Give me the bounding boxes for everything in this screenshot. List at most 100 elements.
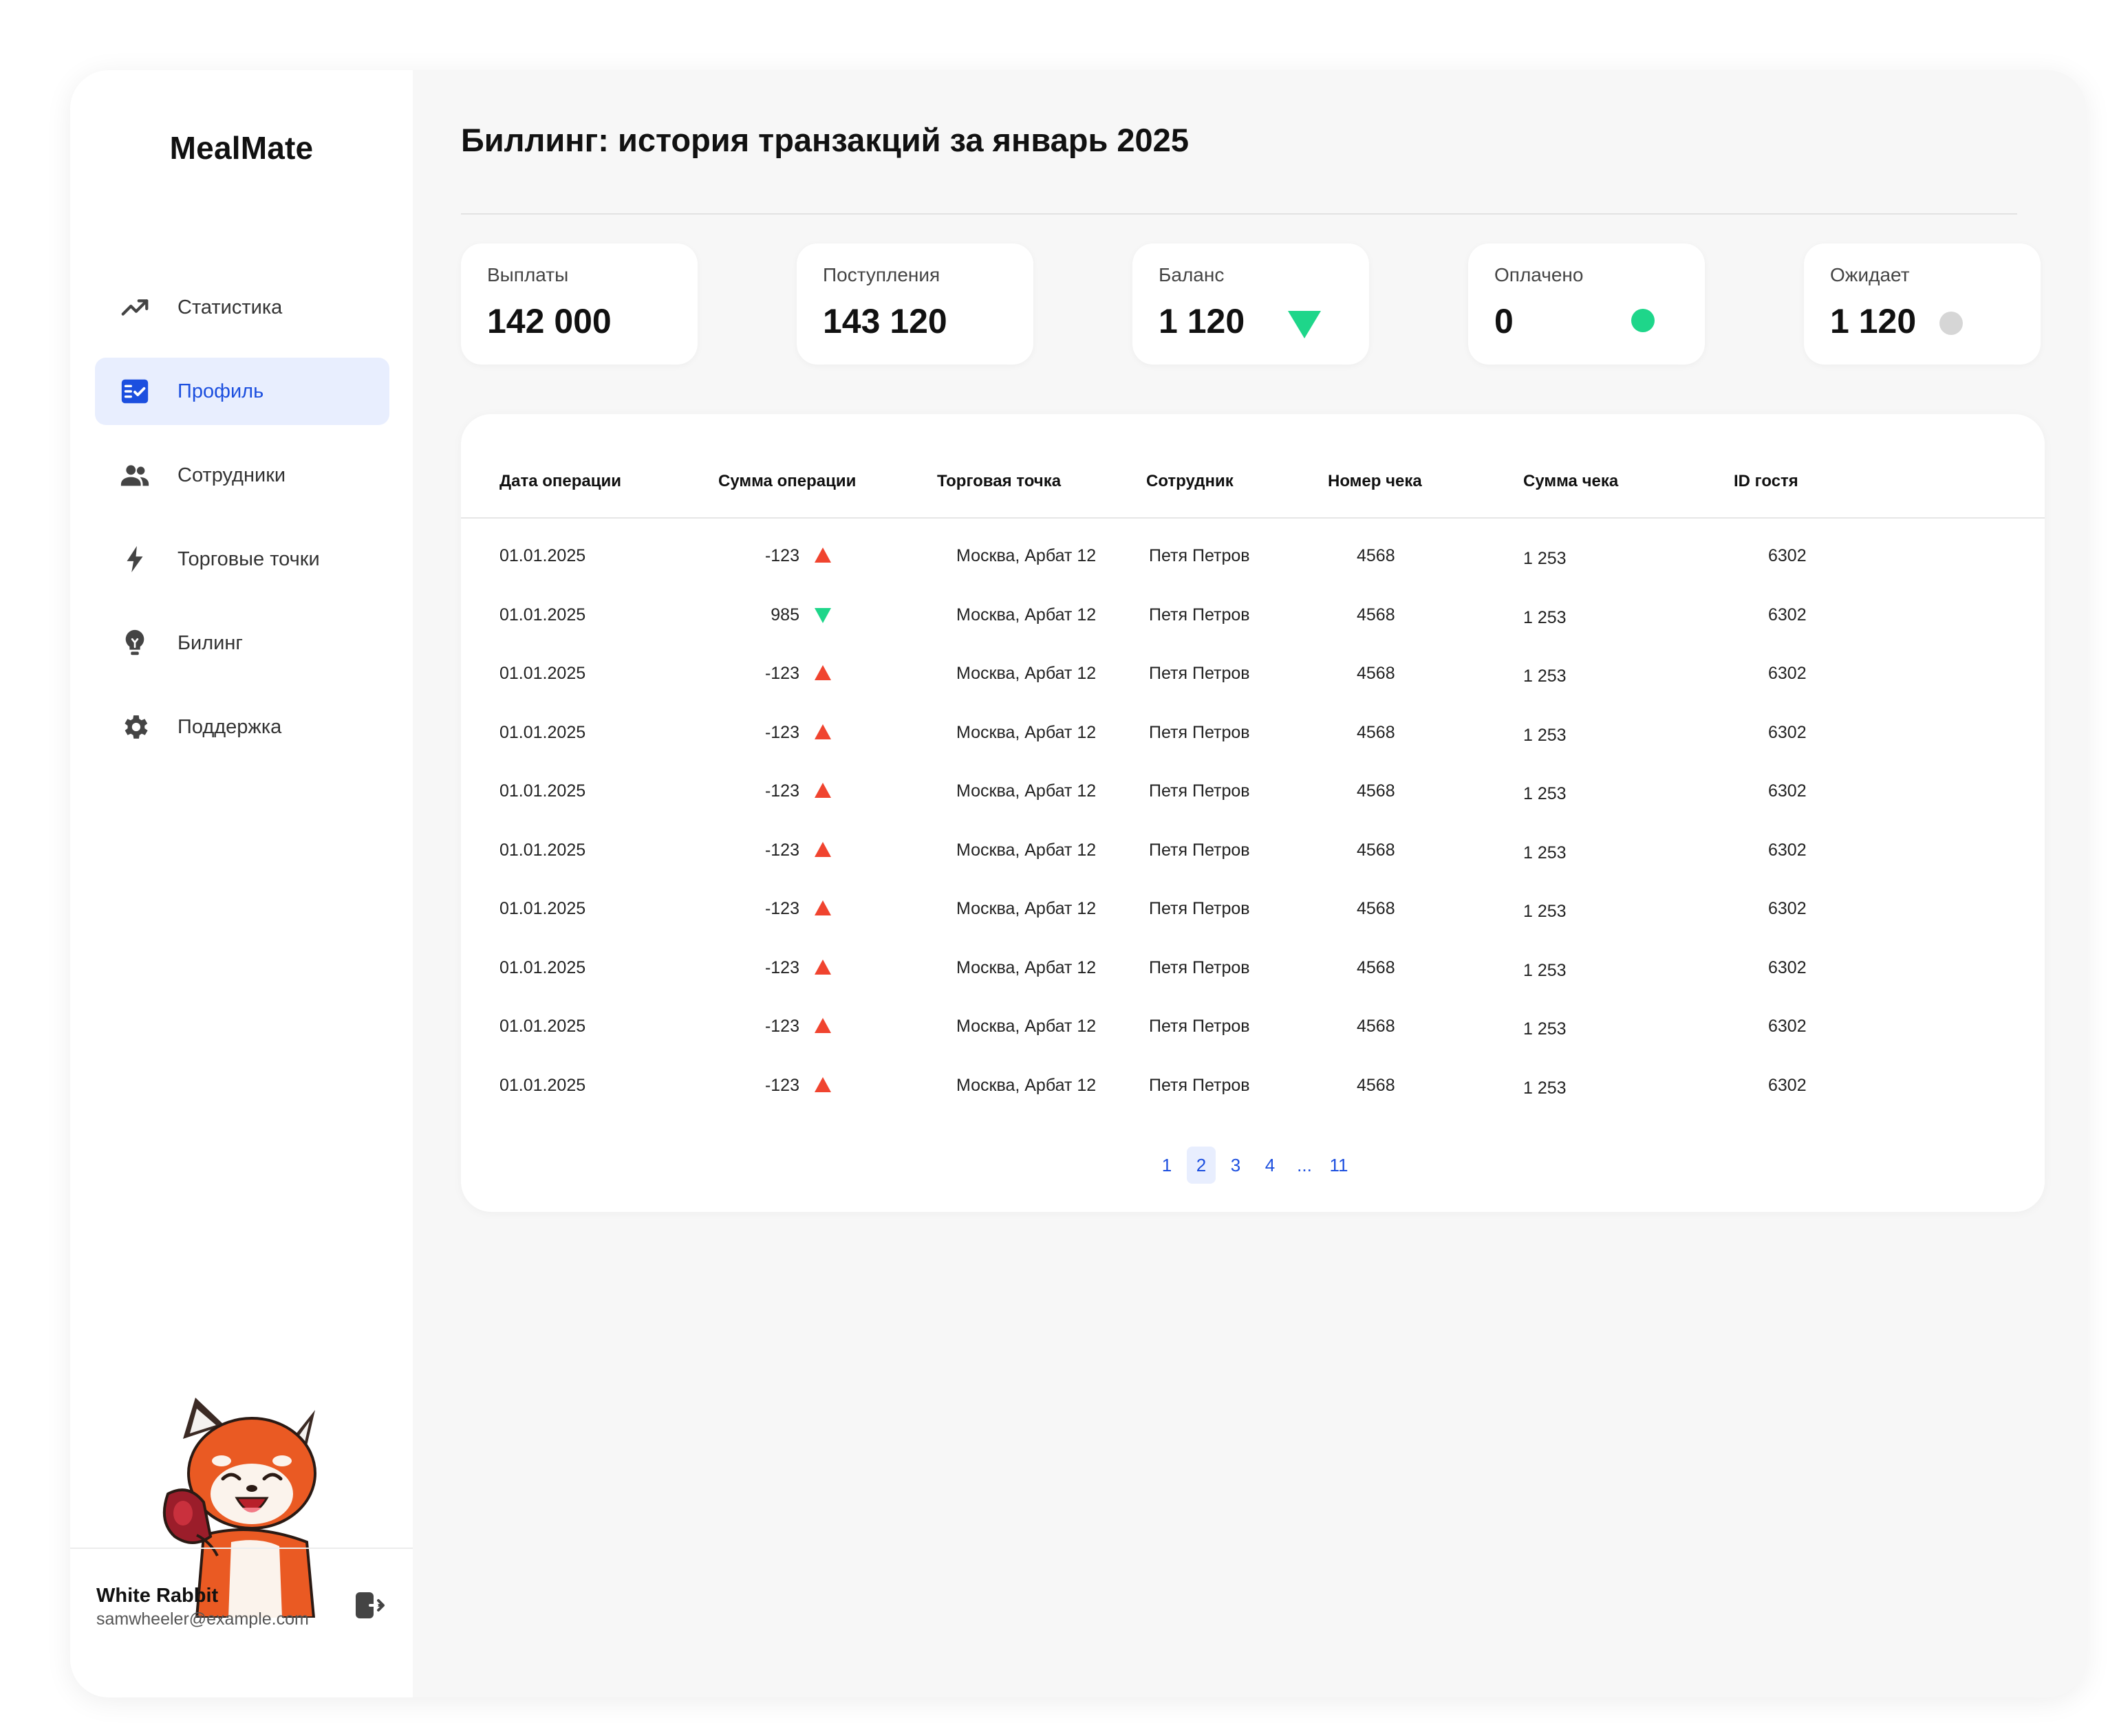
cell-employee: Петя Петров: [1149, 781, 1250, 801]
cell-store: Москва, Арбат 12: [956, 605, 1097, 625]
cell-date: 01.01.2025: [499, 1017, 586, 1036]
user-name: White Rabbit: [96, 1585, 219, 1607]
column-header-receipt-sum[interactable]: Сумма чека: [1523, 472, 1619, 490]
cell-amount: -123: [688, 781, 832, 809]
cell-amount: -123: [688, 664, 832, 691]
cell-date: 01.01.2025: [499, 722, 586, 742]
cell-date: 01.01.2025: [499, 781, 586, 801]
cell-amount: -123: [688, 840, 832, 868]
sidebar-item-statistics[interactable]: Статистика: [95, 274, 389, 341]
table-row[interactable]: 01.01.2025 -123 Москва, Арбат 12 Петя Петро…: [461, 899, 2045, 958]
cell-amount: -123: [688, 723, 832, 750]
page-button[interactable]: 11: [1329, 1154, 1348, 1175]
sidebar-item-employees[interactable]: Сотрудники: [95, 442, 389, 509]
cell-guest-id: 6302: [1768, 664, 1807, 683]
table-row[interactable]: 01.01.2025 -123 Москва, Арбат 12 Петя Петро…: [461, 781, 2045, 840]
cell-guest-id: 6302: [1768, 1075, 1807, 1095]
stat-label: Выплаты: [487, 264, 569, 285]
gear-icon: [118, 710, 151, 744]
cell-date: 01.01.2025: [499, 840, 586, 860]
table-row[interactable]: 01.01.2025 -123 Москва, Арбат 12 Петя Петро…: [461, 664, 2045, 723]
cell-guest-id: 6302: [1768, 957, 1807, 977]
cell-store: Москва, Арбат 12: [956, 1017, 1097, 1036]
sidebar-item-support[interactable]: Поддержка: [95, 693, 389, 761]
cell-guest-id: 6302: [1768, 899, 1807, 918]
page-button[interactable]: 1: [1161, 1154, 1172, 1175]
sidebar-item-billing[interactable]: Билинг: [95, 609, 389, 677]
page-button[interactable]: 2: [1187, 1147, 1216, 1184]
column-header-guest-id[interactable]: ID гостя: [1734, 472, 1798, 490]
cell-receipt-sum: 1 253: [1523, 843, 1567, 862]
triangle-up-icon: [815, 841, 831, 857]
transactions-table: Дата операции Сумма операции Торговая то…: [461, 414, 2045, 1212]
amount-value: -123: [764, 1017, 799, 1036]
sidebar: MealMate Статистика Профиль Сотрудники: [70, 70, 413, 1697]
cell-employee: Петя Петров: [1149, 1017, 1250, 1036]
cell-store: Москва, Арбат 12: [956, 840, 1097, 860]
column-header-employee[interactable]: Сотрудник: [1146, 472, 1234, 490]
column-header-date[interactable]: Дата операции: [499, 472, 621, 490]
lightbulb-icon: [118, 627, 151, 660]
cell-employee: Петя Петров: [1149, 722, 1250, 742]
cell-date: 01.01.2025: [499, 664, 586, 683]
cell-store: Москва, Арбат 12: [956, 664, 1097, 683]
sidebar-item-stores[interactable]: Торговые точки: [95, 525, 389, 593]
logout-button[interactable]: [352, 1589, 385, 1622]
cell-guest-id: 6302: [1768, 840, 1807, 860]
cell-amount: -123: [688, 546, 832, 574]
cell-employee: Петя Петров: [1149, 957, 1250, 977]
amount-value: -123: [764, 957, 799, 977]
cell-receipt-number: 4568: [1357, 781, 1395, 801]
cell-store: Москва, Арбат 12: [956, 722, 1097, 742]
cell-guest-id: 6302: [1768, 1017, 1807, 1036]
stat-value: 1 120: [1159, 302, 1245, 340]
stat-card-payouts: Выплаты 142 000: [461, 243, 698, 365]
column-header-store[interactable]: Торговая точка: [937, 472, 1062, 490]
stat-label: Оплачено: [1494, 264, 1584, 285]
triangle-up-icon: [815, 547, 831, 563]
table-row[interactable]: 01.01.2025 -123 Москва, Арбат 12 Петя Петро…: [461, 1076, 2045, 1135]
triangle-up-icon: [815, 1018, 831, 1033]
amount-value: -123: [764, 781, 799, 801]
triangle-up-icon: [815, 1076, 831, 1092]
table-row[interactable]: 01.01.2025 -123 Москва, Арбат 12 Петя Петро…: [461, 723, 2045, 782]
stat-value: 143 120: [823, 302, 947, 340]
amount-value: 985: [771, 605, 799, 625]
cell-store: Москва, Арбат 12: [956, 1075, 1097, 1095]
cell-date: 01.01.2025: [499, 546, 586, 565]
page-button[interactable]: 3: [1230, 1154, 1241, 1175]
sidebar-item-label: Билинг: [178, 631, 243, 654]
cell-receipt-sum: 1 253: [1523, 1019, 1567, 1039]
page-button[interactable]: 4: [1265, 1154, 1276, 1175]
cell-receipt-number: 4568: [1357, 664, 1395, 683]
table-row[interactable]: 01.01.2025 -123 Москва, Арбат 12 Петя Петро…: [461, 958, 2045, 1017]
stat-card-paid: Оплачено 0: [1468, 243, 1705, 365]
red-panda-mascot: [162, 1398, 316, 1618]
triangle-up-icon: [815, 900, 831, 915]
amount-value: -123: [764, 664, 799, 683]
cell-receipt-number: 4568: [1357, 840, 1395, 860]
table-row[interactable]: 01.01.2025 -123 Москва, Арбат 12 Петя Петро…: [461, 546, 2045, 605]
sidebar-item-profile[interactable]: Профиль: [95, 358, 389, 425]
column-header-amount[interactable]: Сумма операции: [718, 472, 857, 490]
table-header: Дата операции Сумма операции Торговая то…: [461, 472, 2045, 520]
checklist-icon: [118, 375, 151, 408]
amount-value: -123: [764, 840, 799, 860]
sidebar-item-label: Статистика: [178, 296, 283, 318]
cell-date: 01.01.2025: [499, 1075, 586, 1095]
cell-employee: Петя Петров: [1149, 605, 1250, 625]
stat-card-balance: Баланс 1 120: [1132, 243, 1369, 365]
column-header-receipt[interactable]: Номер чека: [1328, 472, 1422, 490]
title-divider: [461, 213, 2017, 215]
stat-label: Поступления: [823, 264, 940, 285]
table-row[interactable]: 01.01.2025 -123 Москва, Арбат 12 Петя Петро…: [461, 1017, 2045, 1076]
cell-store: Москва, Арбат 12: [956, 546, 1097, 565]
stats-row: Выплаты 142 000 Поступления 143 120 Бала…: [461, 243, 2043, 365]
table-row[interactable]: 01.01.2025 985 Москва, Арбат 12 Петя Петров…: [461, 605, 2045, 664]
cell-guest-id: 6302: [1768, 605, 1807, 625]
lightning-icon: [118, 543, 151, 576]
status-dot-icon: [1631, 309, 1655, 332]
cell-amount: -123: [688, 1017, 832, 1044]
table-row[interactable]: 01.01.2025 -123 Москва, Арбат 12 Петя Петро…: [461, 840, 2045, 900]
cell-receipt-number: 4568: [1357, 957, 1395, 977]
